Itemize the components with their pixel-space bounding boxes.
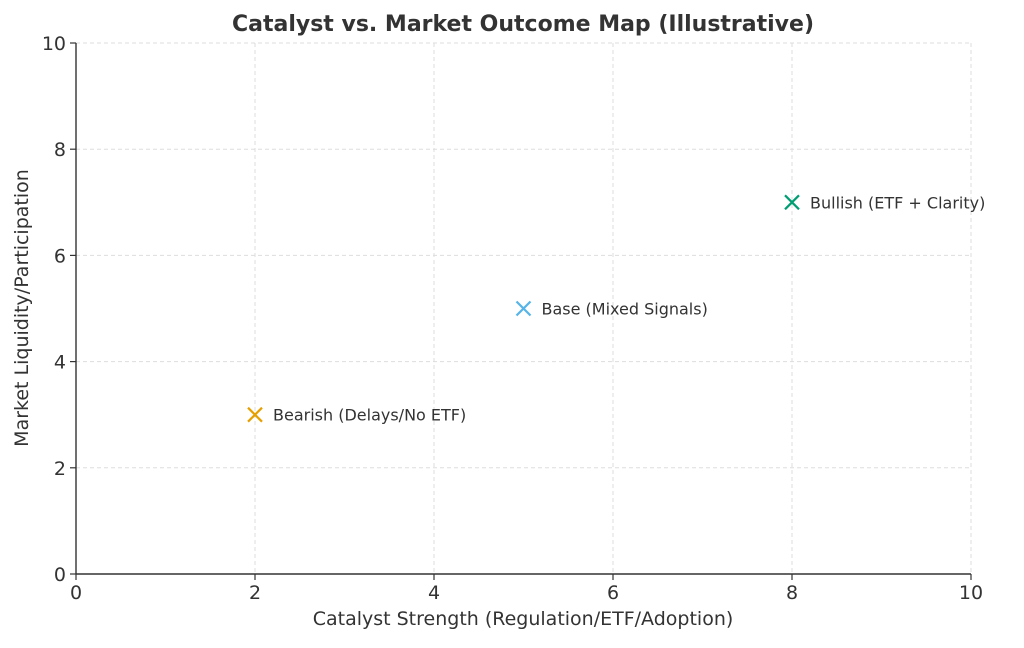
x-tick-label: 0	[70, 582, 82, 604]
x-marker-stroke	[515, 300, 532, 317]
x-tick-label: 6	[607, 582, 619, 604]
point-label: Base (Mixed Signals)	[542, 300, 708, 319]
point-label: Bullish (ETF + Clarity)	[810, 193, 985, 212]
data-point: Base (Mixed Signals)	[515, 300, 708, 319]
y-tick-label: 0	[54, 564, 66, 586]
x-marker-stroke	[784, 194, 800, 211]
x-marker-stroke	[247, 406, 263, 423]
point-label: Bearish (Delays/No ETF)	[273, 406, 466, 425]
x-tick-label: 10	[959, 582, 983, 604]
y-tick-label: 2	[54, 458, 66, 480]
x-tick-label: 4	[428, 582, 440, 604]
data-point: Bearish (Delays/No ETF)	[247, 406, 466, 425]
y-tick-label: 6	[54, 245, 66, 267]
y-tick-label: 4	[54, 352, 66, 374]
x-tick-label: 8	[786, 582, 798, 604]
x-axis-label: Catalyst Strength (Regulation/ETF/Adopti…	[313, 608, 734, 630]
axes	[75, 43, 971, 575]
chart-title: Catalyst vs. Market Outcome Map (Illustr…	[232, 12, 814, 37]
data-points: Bearish (Delays/No ETF) Base (Mixed Signa…	[247, 193, 985, 425]
y-axis-label: Market Liquidity/Participation	[11, 169, 33, 447]
y-tick-label: 10	[42, 33, 66, 55]
y-tick-label: 8	[54, 139, 66, 161]
x-tick-label: 2	[249, 582, 261, 604]
ticks: 0 2 4 6 8 10 0 2 4 6 8 10	[42, 33, 983, 604]
data-point: Bullish (ETF + Clarity)	[784, 193, 985, 212]
